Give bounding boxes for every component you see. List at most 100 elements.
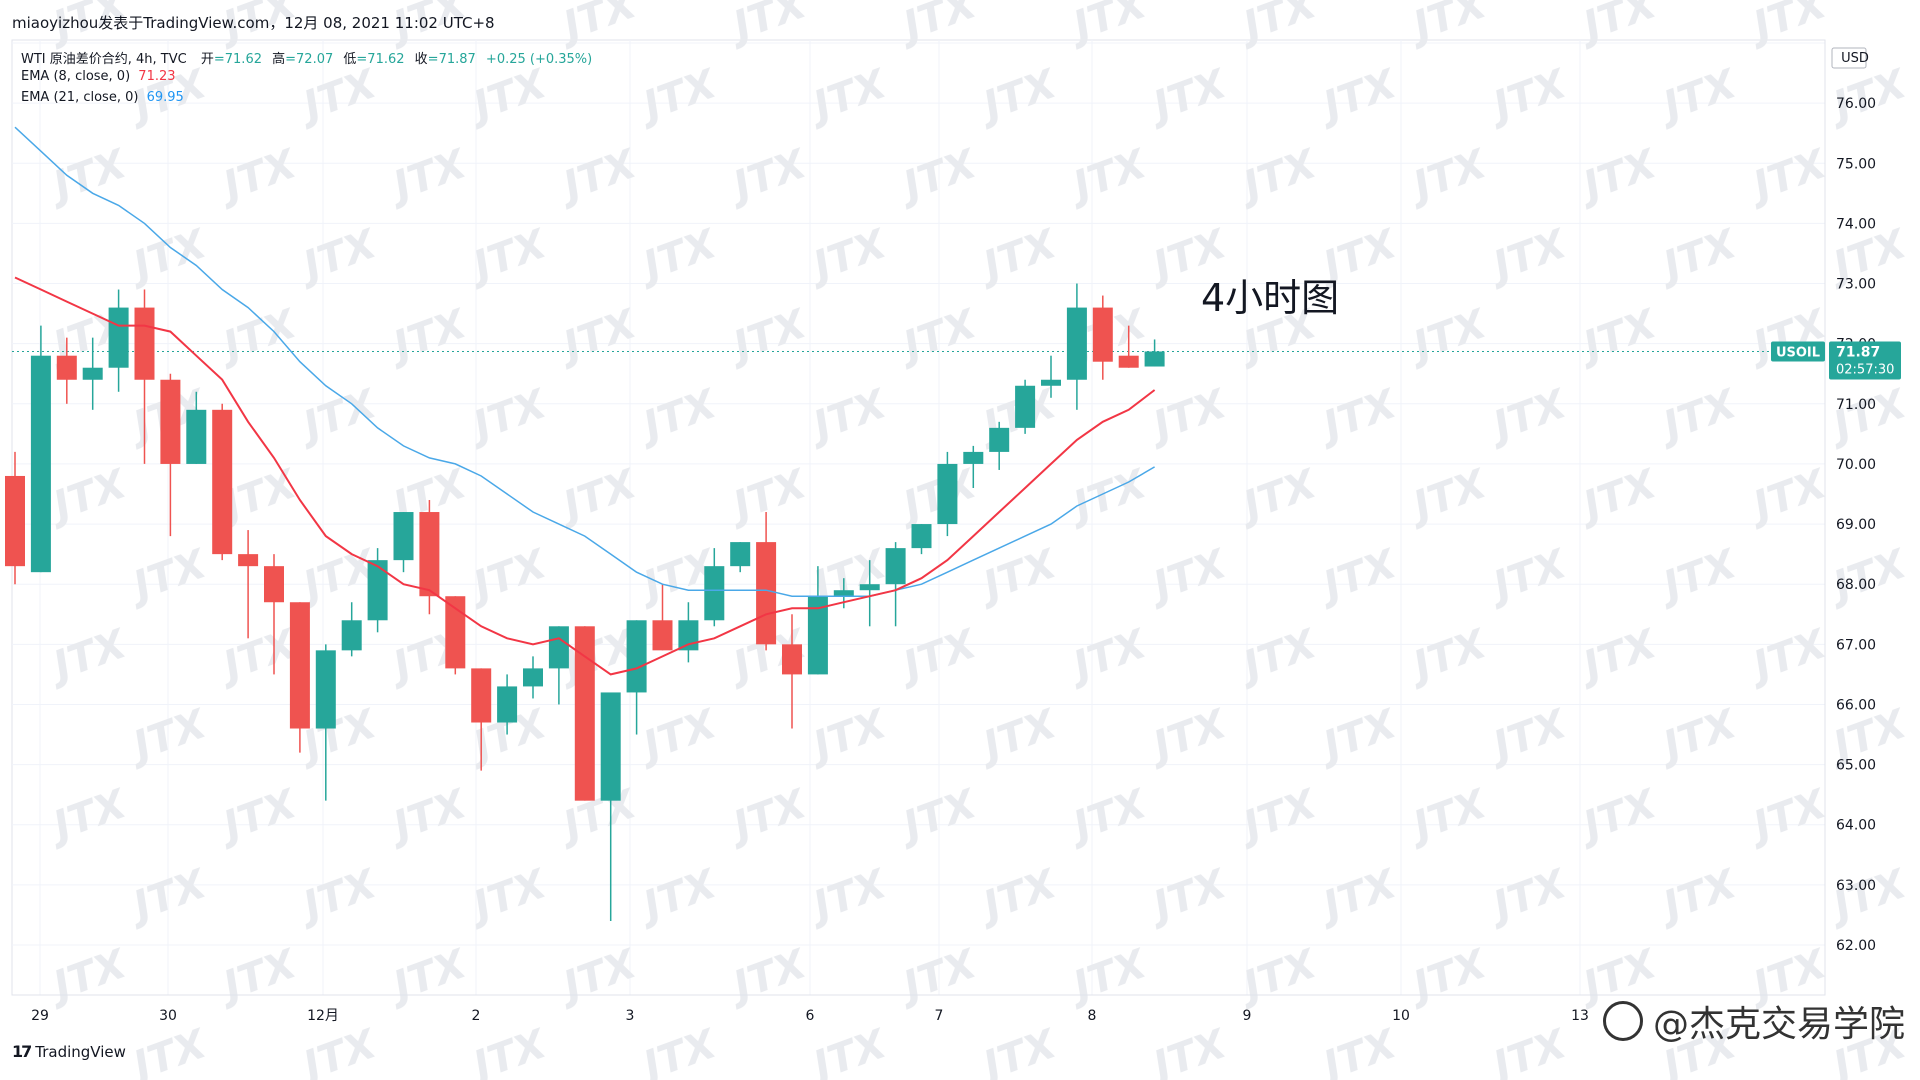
legend-ema8[interactable]: EMA (8, close, 0) 71.23 bbox=[21, 69, 176, 84]
candle-body bbox=[756, 542, 777, 645]
jtx-watermark: JTX bbox=[1481, 220, 1574, 291]
candle-body bbox=[1015, 385, 1036, 428]
y-tick-label: 70.00 bbox=[1836, 457, 1876, 473]
jtx-watermark: JTX bbox=[1571, 620, 1664, 691]
jtx-watermark: JTX bbox=[1231, 940, 1324, 1011]
y-tick-label: 76.00 bbox=[1836, 96, 1876, 112]
legend-low: =71.62 bbox=[356, 52, 405, 67]
candle-body bbox=[963, 451, 984, 464]
ema21-label: EMA (21, close, 0) bbox=[21, 90, 139, 105]
jtx-watermark: JTX bbox=[291, 60, 384, 131]
candle-body bbox=[367, 560, 388, 621]
jtx-watermark: JTX bbox=[891, 780, 984, 851]
y-tick-label: 66.00 bbox=[1836, 697, 1876, 713]
candle-body bbox=[160, 379, 181, 464]
jtx-watermark: JTX bbox=[891, 300, 984, 371]
candle-body bbox=[807, 596, 828, 675]
legend-open: =71.62 bbox=[213, 52, 262, 67]
jtx-watermark: JTX bbox=[971, 60, 1064, 131]
tradingview-brand: TradingView bbox=[35, 1042, 126, 1061]
jtx-watermark: JTX bbox=[461, 540, 554, 611]
jtx-watermark: JTX bbox=[1311, 860, 1404, 931]
jtx-watermark: JTX bbox=[1311, 700, 1404, 771]
jtx-watermark: JTX bbox=[1401, 940, 1494, 1011]
jtx-watermark: JTX bbox=[631, 1020, 724, 1080]
candle-body bbox=[497, 686, 518, 723]
weibo-ring-icon bbox=[1603, 1001, 1643, 1041]
jtx-watermark: JTX bbox=[1651, 860, 1744, 931]
jtx-watermark: JTX bbox=[291, 220, 384, 291]
candle-body bbox=[911, 524, 932, 549]
jtx-watermark: JTX bbox=[1401, 140, 1494, 211]
jtx-watermark: JTX bbox=[381, 300, 474, 371]
x-tick-label: 12月 bbox=[307, 1008, 339, 1024]
jtx-watermark: JTX bbox=[121, 1020, 214, 1080]
jtx-watermark: JTX bbox=[291, 380, 384, 451]
candle-body bbox=[989, 427, 1010, 452]
jtx-watermark: JTX bbox=[1311, 60, 1404, 131]
price-tag-countdown: 02:57:30 bbox=[1836, 362, 1894, 377]
x-tick-label: 3 bbox=[626, 1008, 635, 1024]
x-tick-label: 13 bbox=[1571, 1008, 1589, 1024]
jtx-watermark: JTX bbox=[1481, 700, 1574, 771]
candle-body bbox=[885, 548, 906, 585]
candles bbox=[5, 283, 1165, 921]
jtx-watermark: JTX bbox=[461, 1020, 554, 1080]
jtx-watermark: JTX bbox=[971, 220, 1064, 291]
x-tick-label: 7 bbox=[935, 1008, 944, 1024]
candle-body bbox=[782, 644, 802, 675]
jtx-watermark: JTX bbox=[801, 860, 894, 931]
candle-body bbox=[238, 554, 259, 567]
jtx-watermark: JTX bbox=[1571, 140, 1664, 211]
legend-high-label: 高 bbox=[272, 52, 286, 67]
jtx-watermark: JTX bbox=[891, 940, 984, 1011]
jtx-watermark: JTX bbox=[41, 780, 134, 851]
jtx-watermark: JTX bbox=[971, 700, 1064, 771]
jtx-watermark: JTX bbox=[631, 700, 724, 771]
candle-body bbox=[419, 512, 440, 597]
jtx-watermark: JTX bbox=[211, 300, 304, 371]
jtx-watermark: JTX bbox=[1741, 780, 1834, 851]
candle-body bbox=[523, 668, 543, 687]
jtx-watermark: JTX bbox=[41, 140, 134, 211]
jtx-watermark: JTX bbox=[971, 540, 1064, 611]
candle-body bbox=[833, 590, 854, 597]
candle-body bbox=[704, 566, 725, 621]
jtx-watermark: JTX bbox=[461, 860, 554, 931]
jtx-watermark: JTX bbox=[1741, 620, 1834, 691]
jtx-watermark: JTX bbox=[631, 380, 724, 451]
jtx-watermark: JTX bbox=[1311, 540, 1404, 611]
candle-body bbox=[678, 620, 699, 651]
jtx-watermark: JTX bbox=[1231, 780, 1324, 851]
candle-body bbox=[393, 512, 414, 561]
jtx-watermark: JTX bbox=[1401, 0, 1494, 52]
author-watermark-text: @杰克交易学院 bbox=[1653, 1004, 1906, 1045]
legend-main: WTI 原油差价合约, 4h, TVC 开=71.62 高=72.07 低=71… bbox=[21, 48, 592, 67]
tradingview-logo[interactable]: 17 TradingView bbox=[12, 1042, 126, 1061]
candle-body bbox=[108, 307, 129, 368]
jtx-watermark: JTX bbox=[801, 1020, 894, 1080]
legend-open-label: 开 bbox=[200, 52, 214, 67]
jtx-watermark: JTX bbox=[1821, 380, 1914, 451]
jtx-watermark: JTX bbox=[1821, 540, 1914, 611]
jtx-watermark: JTX bbox=[1311, 380, 1404, 451]
candle-body bbox=[1041, 379, 1061, 386]
jtx-watermark: JTX bbox=[1401, 620, 1494, 691]
jtx-watermark: JTX bbox=[1141, 60, 1234, 131]
candle-body bbox=[445, 596, 466, 669]
candle-body bbox=[548, 626, 569, 669]
y-tick-label: 64.00 bbox=[1836, 818, 1876, 834]
candle-body bbox=[600, 692, 621, 801]
candle-body bbox=[186, 409, 207, 464]
legend-close-label: 收 bbox=[414, 52, 428, 67]
y-tick-label: 67.00 bbox=[1836, 637, 1876, 653]
jtx-watermark: JTX bbox=[1401, 460, 1494, 531]
jtx-watermark: JTX bbox=[41, 620, 134, 691]
jtx-watermark: JTX bbox=[801, 60, 894, 131]
y-tick-label: 73.00 bbox=[1836, 277, 1876, 293]
y-tick-label: 75.00 bbox=[1836, 156, 1876, 172]
jtx-watermark: JTX bbox=[381, 140, 474, 211]
candle-body bbox=[937, 463, 958, 525]
legend-ema21[interactable]: EMA (21, close, 0) 69.95 bbox=[21, 90, 184, 105]
